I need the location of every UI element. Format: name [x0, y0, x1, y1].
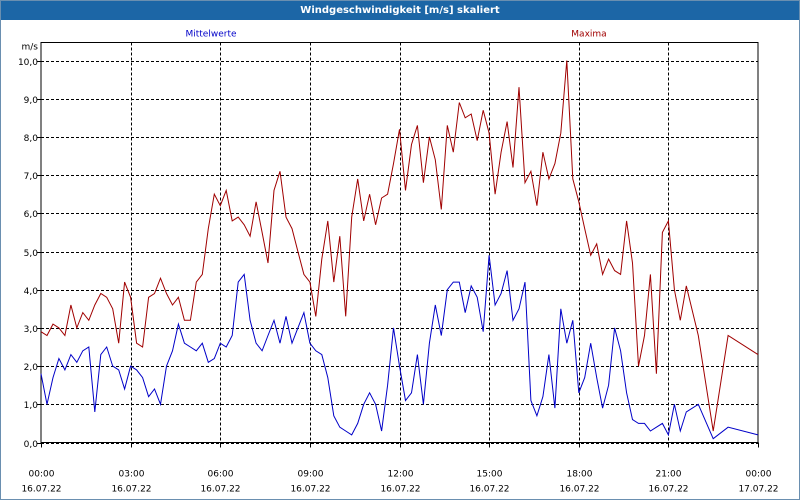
x-tick-label-date: 16.07.22: [21, 485, 61, 495]
y-tick-label: 9,0: [24, 96, 39, 106]
x-tick-label-date: 16.07.22: [380, 485, 420, 495]
y-tick-label: 5,0: [24, 249, 39, 259]
y-tick-label: 7,0: [24, 172, 39, 182]
y-tick-label: 4,0: [24, 287, 39, 297]
x-tick-label-time: 12:00: [388, 470, 414, 480]
y-tick-label: 8,0: [24, 134, 39, 144]
y-tick-label: 10,0: [18, 58, 38, 68]
x-tick-label-time: 18:00: [567, 470, 593, 480]
x-tick-label-date: 16.07.22: [290, 485, 330, 495]
y-tick-label: 0,0: [24, 440, 39, 450]
y-tick-label: 2,0: [24, 363, 39, 373]
y-tick-label: 1,0: [24, 401, 39, 411]
x-tick-label-time: 15:00: [477, 470, 503, 480]
x-tick-label-date: 16.07.22: [200, 485, 240, 495]
grid: [40, 42, 759, 444]
x-tick-label-time: 09:00: [298, 470, 324, 480]
x-tick-label-time: 00:00: [29, 470, 55, 480]
x-tick-label-date: 16.07.22: [111, 485, 151, 495]
x-tick-label-date: 16.07.22: [648, 485, 688, 495]
y-axis: 0,0 1,0 2,0 3,0 4,0 5,0 6,0 7,0 8,0 9,0 10,0 m/s: [18, 43, 41, 450]
legend-mittelwerte: Mittelwerte: [185, 30, 236, 40]
x-tick-label-time: 21:00: [656, 470, 682, 480]
plot-area: [40, 42, 759, 443]
x-axis: 00:00 16.07.22 03:00 16.07.22 06:00 16.07.22 0…: [21, 442, 779, 495]
y-tick-label: 3,0: [24, 325, 39, 335]
x-tick-label-time: 03:00: [119, 470, 145, 480]
legend: Mittelwerte Maxima: [185, 30, 606, 40]
series-line-mittelwerte: [40, 255, 759, 440]
x-tick-label-date: 17.07.22: [738, 485, 778, 495]
series-layer: [40, 60, 759, 440]
y-tick-label: 6,0: [24, 210, 39, 220]
x-tick-label-date: 16.07.22: [469, 485, 509, 495]
x-tick-label-date: 16.07.22: [559, 485, 599, 495]
legend-maxima: Maxima: [571, 30, 606, 40]
chart-title: Windgeschwindigkeit [m/s] skaliert: [1, 1, 799, 20]
x-tick-label-time: 06:00: [208, 470, 234, 480]
wind-speed-chart: 0,0 1,0 2,0 3,0 4,0 5,0 6,0 7,0 8,0 9,0 10,0 m/s 00…: [18, 30, 779, 495]
x-tick-label-time: 00:00: [746, 470, 772, 480]
series-line-maxima: [40, 60, 759, 432]
y-axis-label: m/s: [22, 43, 39, 53]
